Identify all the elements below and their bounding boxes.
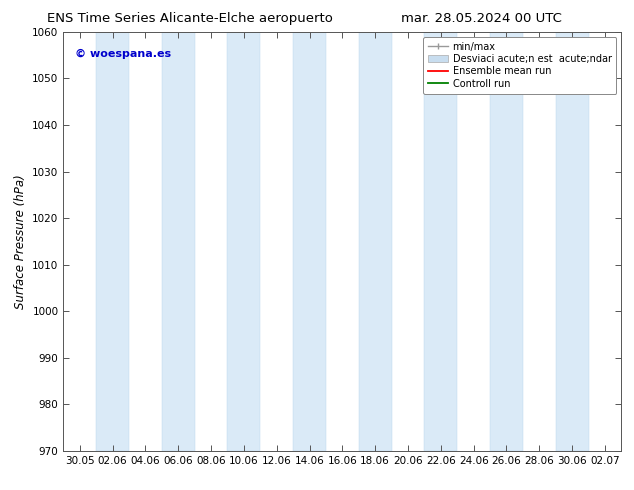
Bar [293,32,326,451]
Bar [424,32,457,451]
Bar [359,32,392,451]
Bar [228,32,261,451]
Bar [162,32,195,451]
Text: mar. 28.05.2024 00 UTC: mar. 28.05.2024 00 UTC [401,12,562,25]
Text: © woespana.es: © woespana.es [75,49,171,59]
Legend: min/max, Desviaci acute;n est  acute;ndar, Ensemble mean run, Controll run: min/max, Desviaci acute;n est acute;ndar… [424,37,616,94]
Y-axis label: Surface Pressure (hPa): Surface Pressure (hPa) [14,174,27,309]
Bar [96,32,129,451]
Bar [555,32,588,451]
Bar [490,32,523,451]
Text: ENS Time Series Alicante-Elche aeropuerto: ENS Time Series Alicante-Elche aeropuert… [48,12,333,25]
